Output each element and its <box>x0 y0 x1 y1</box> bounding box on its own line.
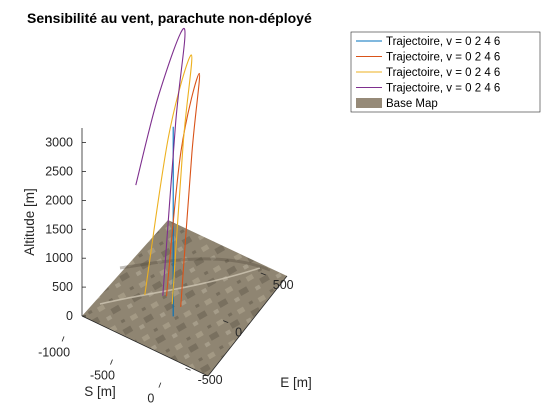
x-axis-line <box>81 315 209 377</box>
y-tick-mark <box>223 320 229 323</box>
y-tick-mark <box>185 367 191 371</box>
z-tick-label: 0 <box>66 309 73 323</box>
y-tick-label: 500 <box>273 278 294 292</box>
base-map <box>82 220 287 376</box>
z-tick-label: 3000 <box>45 136 73 150</box>
trajectory-line-1 <box>165 72 201 307</box>
base-map-ridge <box>119 257 271 272</box>
y-tick-label: 0 <box>235 326 242 340</box>
z-tick-label: 2500 <box>45 165 73 179</box>
x-tick-label: -1000 <box>38 345 70 359</box>
legend-label: Trajectoire, v = 0 2 4 6 <box>386 67 500 79</box>
legend-label: Trajectoire, v = 0 2 4 6 <box>386 52 500 64</box>
z-tick-label: 2000 <box>45 193 73 207</box>
y-axis-ticks: 500 0 -500 <box>185 272 294 387</box>
legend: Trajectoire, v = 0 2 4 6 Trajectoire, v =… <box>350 31 541 113</box>
legend-label: Base Map <box>386 98 438 110</box>
y-tick-mark <box>260 272 266 276</box>
z-axis-ticks: 0 500 1000 1500 2000 2500 3000 <box>45 136 86 323</box>
chart-title: Sensibilité au vent, parachute non-déplo… <box>27 10 312 26</box>
trajectories <box>135 28 201 317</box>
x-tick-mark <box>110 359 113 365</box>
x-tick-label: -500 <box>90 369 115 383</box>
x-tick-label: 0 <box>147 392 154 406</box>
base-map-road <box>99 267 261 305</box>
legend-label: Trajectoire, v = 0 2 4 6 <box>386 83 500 95</box>
y-axis-line <box>207 275 288 377</box>
legend-swatch-base-map <box>356 98 382 108</box>
y-axis-label: E [m] <box>280 375 312 390</box>
x-tick-mark <box>61 336 65 342</box>
y-tick-label: -500 <box>198 373 223 387</box>
z-tick-label: 500 <box>52 280 73 294</box>
x-axis-label: S [m] <box>84 384 116 399</box>
legend-box <box>350 31 541 113</box>
trajectory-line-3 <box>135 28 186 296</box>
z-tick-label: 1000 <box>45 251 73 265</box>
z-axis-label: Altitude [m] <box>22 188 37 256</box>
x-tick-mark <box>158 382 162 388</box>
legend-label: Trajectoire, v = 0 2 4 6 <box>386 36 500 48</box>
x-axis-ticks: -1000 -500 0 <box>38 336 162 406</box>
z-tick-label: 1500 <box>45 222 73 236</box>
trajectory-line-2 <box>144 54 193 305</box>
